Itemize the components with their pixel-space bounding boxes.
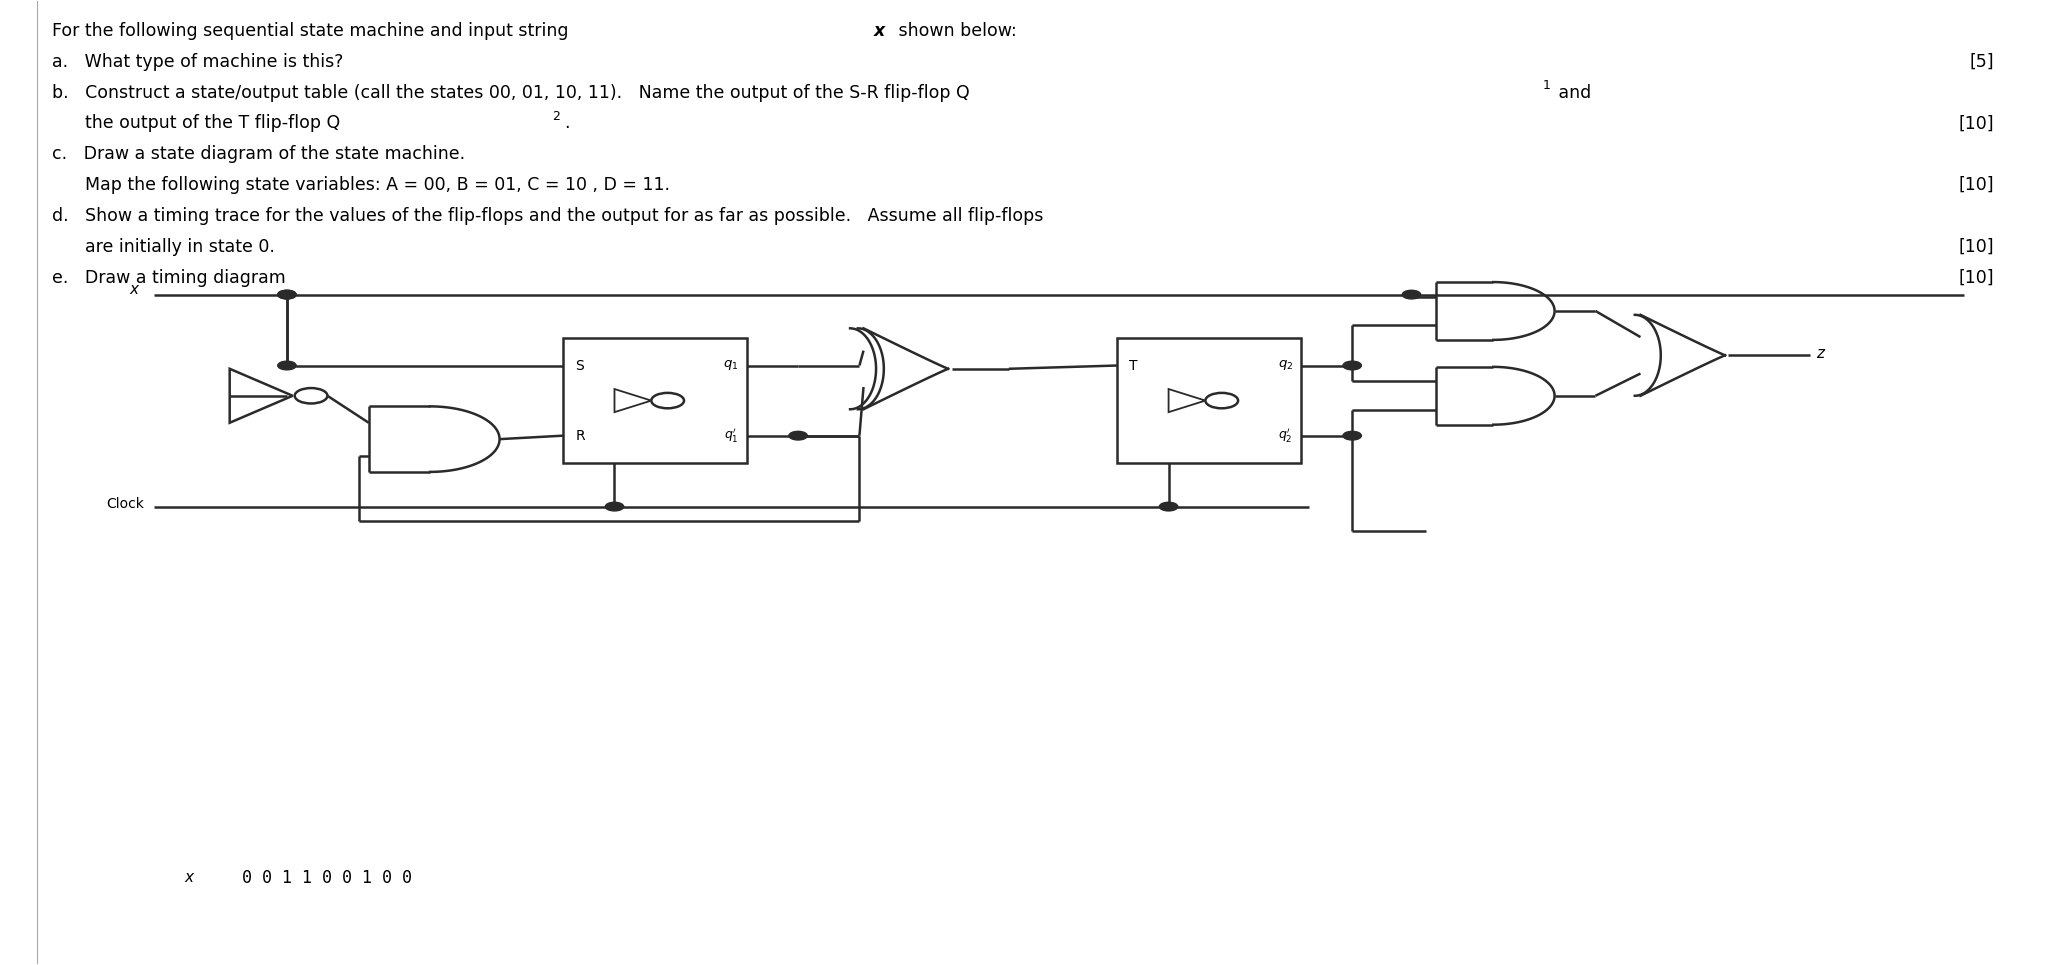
Circle shape [1205,393,1238,408]
Text: z: z [1817,345,1825,361]
Circle shape [1160,502,1178,510]
Circle shape [278,290,297,299]
Circle shape [606,502,624,510]
Text: [10]: [10] [1958,237,1995,256]
Text: x: x [129,283,139,297]
Text: c.   Draw a state diagram of the state machine.: c. Draw a state diagram of the state mac… [51,146,464,163]
Text: [10]: [10] [1958,176,1995,194]
Circle shape [1342,431,1361,440]
Text: 2: 2 [552,110,561,123]
Text: 0 0 1 1 0 0 1 0 0: 0 0 1 1 0 0 1 0 0 [241,868,411,887]
Circle shape [295,388,327,403]
Text: .: . [565,115,569,132]
Circle shape [651,393,683,408]
Text: T: T [1129,359,1138,372]
Circle shape [1402,290,1420,299]
Text: x: x [184,870,194,885]
Text: b.   Construct a state/output table (call the states 00, 01, 10, 11).   Name the: b. Construct a state/output table (call … [51,84,970,101]
Circle shape [1342,361,1361,370]
Text: and: and [1553,84,1592,101]
Text: S: S [575,359,583,372]
Text: d.   Show a timing trace for the values of the flip-flops and the output for as : d. Show a timing trace for the values of… [51,207,1043,225]
Text: $q_2'$: $q_2'$ [1279,426,1293,444]
Text: For the following sequential state machine and input string: For the following sequential state machi… [51,22,573,40]
Text: a.   What type of machine is this?: a. What type of machine is this? [51,53,344,70]
Text: $q_2$: $q_2$ [1277,358,1293,372]
Text: $q_1'$: $q_1'$ [724,426,739,444]
Text: shown below:: shown below: [894,22,1017,40]
Circle shape [278,361,297,370]
Text: [5]: [5] [1970,53,1995,70]
Bar [563,338,747,463]
Circle shape [790,431,808,440]
Text: are initially in state 0.: are initially in state 0. [51,237,274,256]
Text: 1: 1 [1543,79,1551,92]
Text: R: R [575,428,585,443]
Text: [10]: [10] [1958,268,1995,287]
Text: [10]: [10] [1958,115,1995,132]
Text: Map the following state variables: A = 00, B = 01, C = 10 , D = 11.: Map the following state variables: A = 0… [51,176,669,194]
Text: e.   Draw a timing diagram: e. Draw a timing diagram [51,268,286,287]
Text: x: x [874,22,886,40]
Circle shape [278,290,297,299]
Text: $q_1$: $q_1$ [724,358,739,372]
Bar [1117,338,1301,463]
Text: Clock: Clock [106,497,143,510]
Text: the output of the T flip-flop Q: the output of the T flip-flop Q [51,115,340,132]
